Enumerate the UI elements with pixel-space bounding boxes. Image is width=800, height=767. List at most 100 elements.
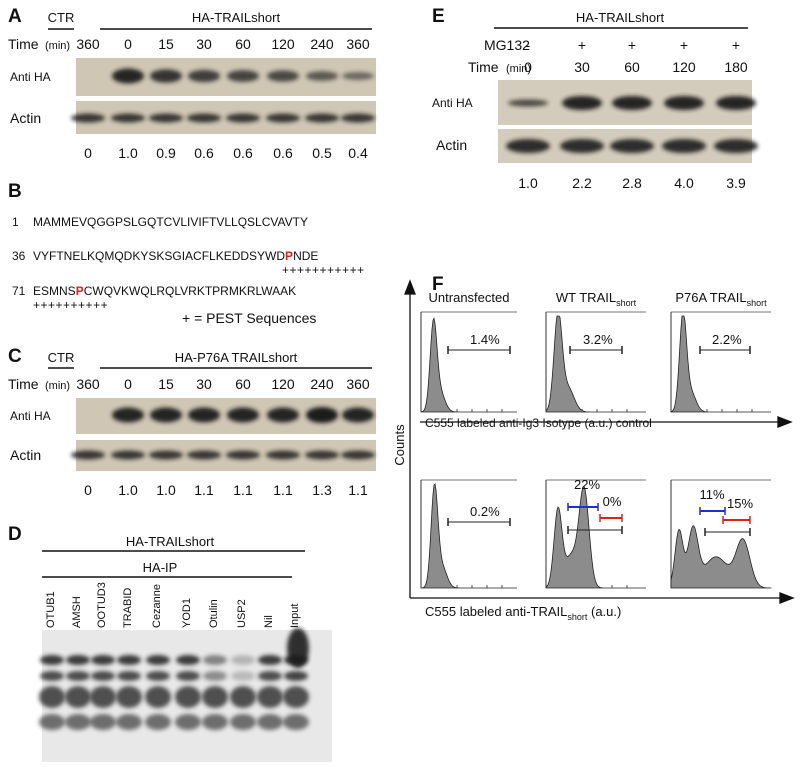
band <box>716 96 756 110</box>
lane-label: OOTUD3 <box>96 582 108 628</box>
time-value: 0 <box>124 36 132 52</box>
band <box>342 72 374 80</box>
quant-value: 4.0 <box>674 175 694 191</box>
quant-value: 1.1 <box>233 482 253 498</box>
band <box>230 686 256 708</box>
title-main: WT TRAIL <box>556 290 616 305</box>
residue-number: 71 <box>12 284 26 298</box>
panel-label: C <box>8 346 22 367</box>
quant-value: 1.1 <box>273 482 293 498</box>
pest-marks: +++++++++++ <box>282 263 365 277</box>
gate-value: 1.4% <box>470 332 500 347</box>
band <box>175 686 201 708</box>
time-value: 360 <box>76 376 100 392</box>
band <box>150 407 182 423</box>
label-sub: short <box>567 612 588 622</box>
residue-number: 1 <box>12 215 19 229</box>
band <box>306 71 338 81</box>
row-label: Anti HA <box>10 70 51 84</box>
time-value: 360 <box>346 376 370 392</box>
title-sub: short <box>616 298 637 308</box>
lane-label: YOD1 <box>181 598 193 628</box>
band <box>612 96 652 110</box>
ctr-label: CTR <box>48 10 75 25</box>
pest-residue: P <box>285 249 293 263</box>
band <box>610 139 654 153</box>
sequence-part: ESMNS <box>33 284 76 298</box>
band <box>91 671 115 681</box>
band <box>227 407 259 423</box>
quant-value: 0.5 <box>312 145 332 161</box>
time-value: 0 <box>124 376 132 392</box>
sequence: ESMNSPCWQVKWQLRQLVRKTPRMKRLWAAK <box>33 284 296 298</box>
histogram <box>420 483 517 589</box>
band <box>188 69 220 83</box>
sequence-part: CWQVKWQLRQLVRKTPRMKRLWAAK <box>84 284 296 298</box>
time-value: 60 <box>624 59 640 75</box>
row-label: Anti HA <box>10 409 51 423</box>
band <box>341 450 375 460</box>
quant-value: 0 <box>84 145 92 161</box>
residue-number: 36 <box>12 249 26 263</box>
band <box>146 671 170 681</box>
time-value: 240 <box>310 36 334 52</box>
label-tail: (a.u.) <box>587 604 621 619</box>
band <box>226 450 260 460</box>
band <box>91 655 115 665</box>
lane-label: Input <box>289 604 301 628</box>
band <box>231 671 255 681</box>
sequence: VYFTNELKQMQDKYSKSGIACFLKEDDSYWDPNDE <box>33 249 318 263</box>
f-axes <box>404 279 795 604</box>
band <box>66 655 90 665</box>
band <box>203 671 227 681</box>
time-value: 15 <box>158 36 174 52</box>
band <box>187 113 221 123</box>
column-title: WT TRAILshort <box>556 290 637 308</box>
x-axis-label: C555 labeled anti-Ig3 Isotype (a.u.) con… <box>425 416 652 430</box>
band <box>176 655 200 665</box>
ip-label: HA-IP <box>143 560 178 575</box>
gate-value: 2.2% <box>712 332 742 347</box>
quant-value: 0 <box>84 482 92 498</box>
band <box>117 655 141 665</box>
quant-value: 0.6 <box>194 145 214 161</box>
band <box>146 655 170 665</box>
gate-value: 0% <box>603 494 622 509</box>
band <box>305 450 339 460</box>
quant-value: 0.6 <box>273 145 293 161</box>
band <box>116 686 142 708</box>
row-label: Actin <box>10 447 41 463</box>
band <box>112 68 144 84</box>
band <box>111 450 145 460</box>
quant-value: 1.3 <box>312 482 332 498</box>
sequence: MAMMEVQGGPSLGQTCVLIVIFTVLLQSLCVAVTY <box>33 215 308 229</box>
label-main: C555 labeled anti-TRAIL <box>425 604 567 619</box>
gate-value: 11% <box>699 487 724 502</box>
panel-label: F <box>432 274 444 295</box>
lane-label: TRABID <box>122 588 134 628</box>
treatment-sign: + <box>680 37 688 53</box>
time-label: Time <box>468 59 499 75</box>
band <box>149 450 183 460</box>
band <box>560 139 604 153</box>
band <box>506 139 550 153</box>
band <box>714 139 758 153</box>
histogram <box>420 317 517 413</box>
time-value: 360 <box>346 36 370 52</box>
time-value: 30 <box>196 36 212 52</box>
treatment-sign: + <box>732 37 740 53</box>
construct-label: HA-P76A TRAILshort <box>175 350 298 365</box>
time-value: 60 <box>235 36 251 52</box>
rules <box>42 27 748 578</box>
quant-value: 3.9 <box>726 175 746 191</box>
band <box>226 113 260 123</box>
band <box>342 407 374 423</box>
histogram <box>670 525 772 589</box>
band <box>664 96 704 110</box>
time-value: 360 <box>76 36 100 52</box>
histogram <box>545 315 646 413</box>
row-label: Anti HA <box>432 96 473 110</box>
pest-residue: P <box>76 284 84 298</box>
band <box>266 113 300 123</box>
